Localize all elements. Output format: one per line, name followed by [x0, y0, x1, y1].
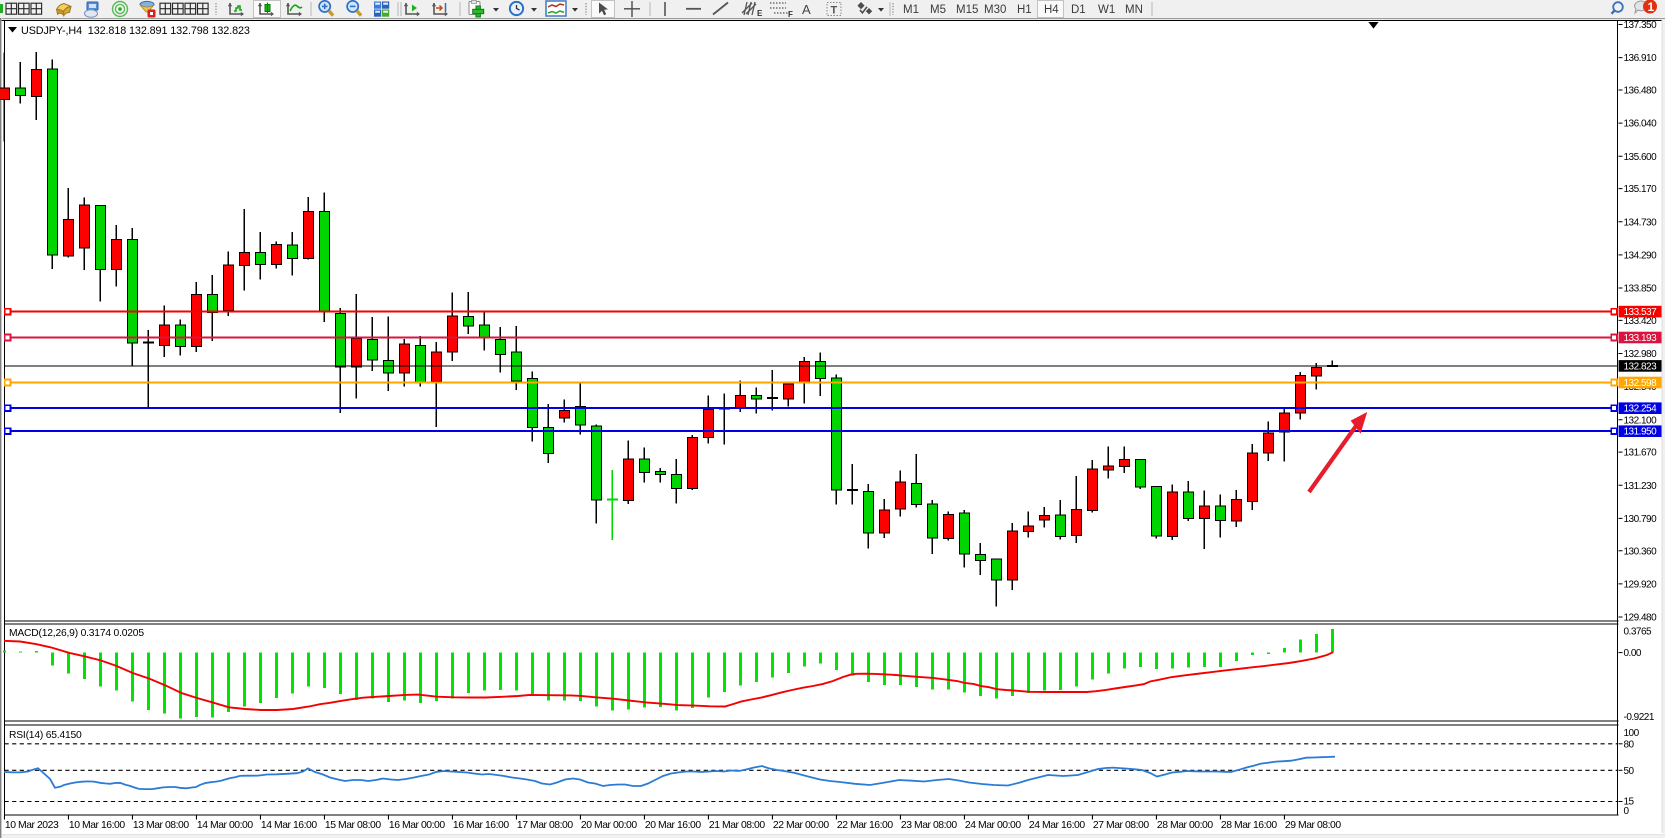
- svg-text:100: 100: [1624, 728, 1640, 739]
- svg-text:131.670: 131.670: [1624, 448, 1658, 459]
- svg-text:135.170: 135.170: [1624, 184, 1658, 195]
- svg-text:50: 50: [1624, 766, 1635, 777]
- svg-text:10 Mar 2023: 10 Mar 2023: [5, 820, 59, 831]
- svg-text:24 Mar 00:00: 24 Mar 00:00: [965, 820, 1021, 831]
- svg-text:M15: M15: [956, 4, 978, 16]
- svg-text:T: T: [831, 5, 838, 17]
- svg-text:27 Mar 08:00: 27 Mar 08:00: [1093, 820, 1149, 831]
- svg-text:29 Mar 08:00: 29 Mar 08:00: [1285, 820, 1341, 831]
- svg-text:RSI(14) 65.4150: RSI(14) 65.4150: [9, 730, 82, 741]
- svg-text:22 Mar 00:00: 22 Mar 00:00: [773, 820, 829, 831]
- svg-text:137.350: 137.350: [1624, 20, 1658, 31]
- svg-text:134.290: 134.290: [1624, 250, 1658, 261]
- svg-text:80: 80: [1624, 739, 1635, 750]
- svg-text:130.360: 130.360: [1624, 546, 1658, 557]
- svg-text:134.730: 134.730: [1624, 217, 1658, 228]
- svg-text:A: A: [802, 2, 811, 17]
- svg-text:132.598: 132.598: [1624, 378, 1658, 389]
- svg-text:M1: M1: [903, 4, 919, 16]
- svg-text:0: 0: [1624, 806, 1630, 817]
- svg-text:M30: M30: [984, 4, 1006, 16]
- svg-text:136.480: 136.480: [1624, 86, 1658, 97]
- svg-text:20 Mar 00:00: 20 Mar 00:00: [581, 820, 637, 831]
- svg-text:22 Mar 16:00: 22 Mar 16:00: [837, 820, 893, 831]
- svg-text:129.920: 129.920: [1624, 579, 1658, 590]
- svg-text:D1: D1: [1071, 4, 1086, 16]
- svg-text:-0.9221: -0.9221: [1624, 712, 1655, 723]
- svg-text:USDJPY-,H4 132.818 132.891 13: USDJPY-,H4 132.818 132.891 132.798 132.8…: [21, 25, 250, 37]
- svg-text:H4: H4: [1044, 4, 1059, 16]
- svg-text:23 Mar 08:00: 23 Mar 08:00: [901, 820, 957, 831]
- svg-text:M5: M5: [930, 4, 946, 16]
- svg-text:15 Mar 08:00: 15 Mar 08:00: [325, 820, 381, 831]
- svg-text:H1: H1: [1017, 4, 1032, 16]
- svg-text:17 Mar 08:00: 17 Mar 08:00: [517, 820, 573, 831]
- svg-text:MACD(12,26,9) 0.3174 0.0205: MACD(12,26,9) 0.3174 0.0205: [9, 628, 144, 639]
- svg-text:21 Mar 08:00: 21 Mar 08:00: [709, 820, 765, 831]
- svg-text:13 Mar 08:00: 13 Mar 08:00: [133, 820, 189, 831]
- svg-text:135.600: 135.600: [1624, 152, 1658, 163]
- svg-text:132.823: 132.823: [1624, 361, 1658, 372]
- svg-text:133.420: 133.420: [1624, 316, 1658, 327]
- svg-text:132.100: 132.100: [1624, 415, 1658, 426]
- svg-text:136.910: 136.910: [1624, 53, 1658, 64]
- svg-text:F: F: [788, 10, 793, 18]
- svg-text:W1: W1: [1098, 4, 1115, 16]
- svg-text:E: E: [757, 9, 763, 18]
- svg-text:14 Mar 16:00: 14 Mar 16:00: [261, 820, 317, 831]
- svg-text:133.850: 133.850: [1624, 284, 1658, 295]
- svg-text:16 Mar 16:00: 16 Mar 16:00: [453, 820, 509, 831]
- svg-text:MN: MN: [1125, 4, 1143, 16]
- svg-text:132.254: 132.254: [1624, 404, 1658, 415]
- svg-text:1: 1: [1648, 0, 1655, 14]
- svg-text:16 Mar 00:00: 16 Mar 00:00: [389, 820, 445, 831]
- svg-text:132.980: 132.980: [1624, 349, 1658, 360]
- svg-text:133.193: 133.193: [1624, 333, 1658, 344]
- svg-text:20 Mar 16:00: 20 Mar 16:00: [645, 820, 701, 831]
- svg-text:15: 15: [1624, 797, 1635, 808]
- svg-text:24 Mar 16:00: 24 Mar 16:00: [1029, 820, 1085, 831]
- svg-text:129.480: 129.480: [1624, 613, 1658, 624]
- svg-text:14 Mar 00:00: 14 Mar 00:00: [197, 820, 253, 831]
- svg-text:131.230: 131.230: [1624, 481, 1658, 492]
- svg-text:0.3765: 0.3765: [1624, 627, 1653, 638]
- svg-text:133.537: 133.537: [1624, 307, 1658, 318]
- svg-text:130.790: 130.790: [1624, 514, 1658, 525]
- svg-text:136.040: 136.040: [1624, 119, 1658, 130]
- svg-text:0.00: 0.00: [1624, 648, 1642, 659]
- svg-text:28 Mar 16:00: 28 Mar 16:00: [1221, 820, 1277, 831]
- svg-text:28 Mar 00:00: 28 Mar 00:00: [1157, 820, 1213, 831]
- svg-text:10 Mar 16:00: 10 Mar 16:00: [69, 820, 125, 831]
- svg-text:131.950: 131.950: [1624, 427, 1658, 438]
